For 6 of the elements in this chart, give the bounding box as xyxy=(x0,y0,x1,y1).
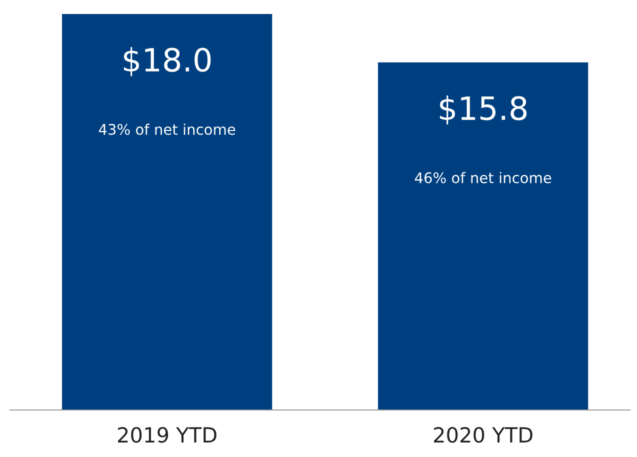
x-tick-label: 2019 YTD xyxy=(118,427,216,443)
x-tick-label: 2020 YTD xyxy=(434,427,532,443)
annotation: 43% of net income xyxy=(98,124,236,135)
data-label: $18.0 xyxy=(124,47,211,76)
annotation: 46% of net income xyxy=(414,172,552,184)
data-label: $15.8 xyxy=(440,96,527,125)
